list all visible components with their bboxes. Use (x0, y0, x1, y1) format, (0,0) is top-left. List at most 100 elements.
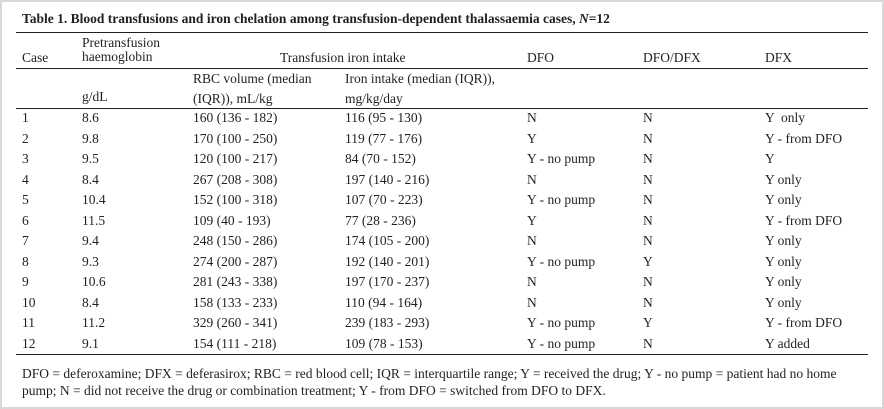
cell: Y - from DFO (765, 315, 843, 330)
cell: 110 (94 - 164) (345, 294, 423, 310)
rule (16, 108, 868, 109)
cell: 160 (136 - 182) (193, 110, 278, 125)
cell: 9 (22, 274, 29, 289)
cell: N (527, 110, 537, 125)
rule (16, 354, 868, 355)
cell: N (643, 171, 653, 187)
cell: 329 (260 - 341) (193, 315, 278, 330)
cell: 119 (77 - 176) (345, 130, 423, 146)
column-header: DFO (527, 50, 555, 65)
rule (16, 68, 868, 69)
cell: N (643, 212, 653, 228)
cell: N (643, 151, 653, 166)
cell: 10 (22, 294, 36, 310)
cell: 8.6 (82, 110, 99, 125)
cell: 3 (22, 151, 29, 166)
column-header: DFX (765, 50, 793, 65)
cell: N (527, 233, 537, 248)
cell: 9.3 (82, 253, 99, 269)
column-header: Transfusion iron intake (280, 50, 406, 65)
cell: Y (527, 130, 537, 146)
cell: 11.5 (82, 212, 106, 228)
cell: N (643, 233, 653, 248)
cell: N (643, 335, 653, 351)
cell: 109 (40 - 193) (193, 212, 271, 228)
cell: Y added (765, 335, 810, 351)
cell: Y - from DFO (765, 130, 843, 146)
column-subheader: g/dL (82, 89, 108, 104)
cell: Y only (765, 110, 805, 125)
table-title: Table 1. Blood transfusions and iron che… (22, 11, 610, 27)
cell: 9.8 (82, 130, 99, 146)
cell: Y - no pump (527, 192, 596, 207)
cell: Y (643, 315, 653, 330)
cell: 116 (95 - 130) (345, 110, 423, 125)
cell: 267 (208 - 308) (193, 171, 278, 187)
cell: 9.1 (82, 335, 99, 351)
cell: 197 (170 - 237) (345, 274, 430, 289)
cell: N (643, 192, 653, 207)
cell: 154 (111 - 218) (193, 335, 277, 351)
cell: N (643, 110, 653, 125)
cell: Y - no pump (527, 315, 596, 330)
cell: Y only (765, 171, 802, 187)
cell: 8.4 (82, 294, 99, 310)
cell: 120 (100 - 217) (193, 151, 278, 166)
title-text: =12 (588, 11, 610, 26)
footnote: DFO = deferoxamine; DFX = deferasirox; R… (22, 366, 837, 398)
cell: Y only (765, 192, 802, 207)
cell: 8.4 (82, 171, 99, 187)
cell: Y (527, 212, 537, 228)
cell: N (643, 274, 653, 289)
cell: 170 (100 - 250) (193, 130, 278, 146)
cell: 84 (70 - 152) (345, 151, 416, 166)
column-subheader: RBC volume (median (IQR)), mL/kg (193, 71, 312, 106)
cell: 7 (22, 233, 29, 248)
cell: 197 (140 - 216) (345, 171, 430, 187)
column-header: Case (22, 50, 49, 65)
cell: N (643, 294, 653, 310)
cell: Y - from DFO (765, 212, 843, 228)
cell: 1 (22, 110, 29, 125)
cell: 2 (22, 130, 29, 146)
cell: Y only (765, 233, 802, 248)
cell: 11 (22, 315, 35, 330)
cell: 107 (70 - 223) (345, 192, 423, 207)
cell: 8 (22, 253, 29, 269)
cell: 10.6 (82, 274, 106, 289)
cell: 9.5 (82, 151, 99, 166)
cell: Y only (765, 253, 802, 269)
cell: 5 (22, 192, 29, 207)
cell: Y - no pump (527, 335, 596, 351)
cell: 12 (22, 335, 36, 351)
cell: 192 (140 - 201) (345, 253, 430, 269)
cell: 6 (22, 212, 29, 228)
cell: N (527, 171, 537, 187)
title-italic: N (578, 11, 589, 26)
cell: 109 (78 - 153) (345, 335, 423, 351)
cell: Y only (765, 274, 802, 289)
column-subheader: Iron intake (median (IQR)), mg/kg/day (345, 71, 495, 106)
cell: 77 (28 - 236) (345, 212, 416, 228)
cell: Y (765, 151, 775, 166)
cell: 4 (22, 171, 29, 187)
cell: Y (643, 253, 653, 269)
title-text: Table 1. Blood transfusions and iron che… (22, 11, 579, 26)
cell: Y only (765, 294, 802, 310)
cell: Y - no pump (527, 253, 596, 269)
cell: 9.4 (82, 233, 99, 248)
cell: Y - no pump (527, 151, 596, 166)
rule (16, 32, 868, 33)
cell: N (643, 130, 653, 146)
cell: N (527, 294, 537, 310)
cell: 239 (183 - 293) (345, 315, 430, 330)
cell: 174 (105 - 200) (345, 233, 430, 248)
cell: N (527, 274, 537, 289)
column-header: DFO/DFX (643, 50, 701, 65)
cell: 11.2 (82, 315, 106, 330)
cell: 274 (200 - 287) (193, 253, 278, 269)
cell: 248 (150 - 286) (193, 233, 278, 248)
column-header: Pretransfusion haemoglobin (82, 35, 160, 64)
cell: 152 (100 - 318) (193, 192, 278, 207)
